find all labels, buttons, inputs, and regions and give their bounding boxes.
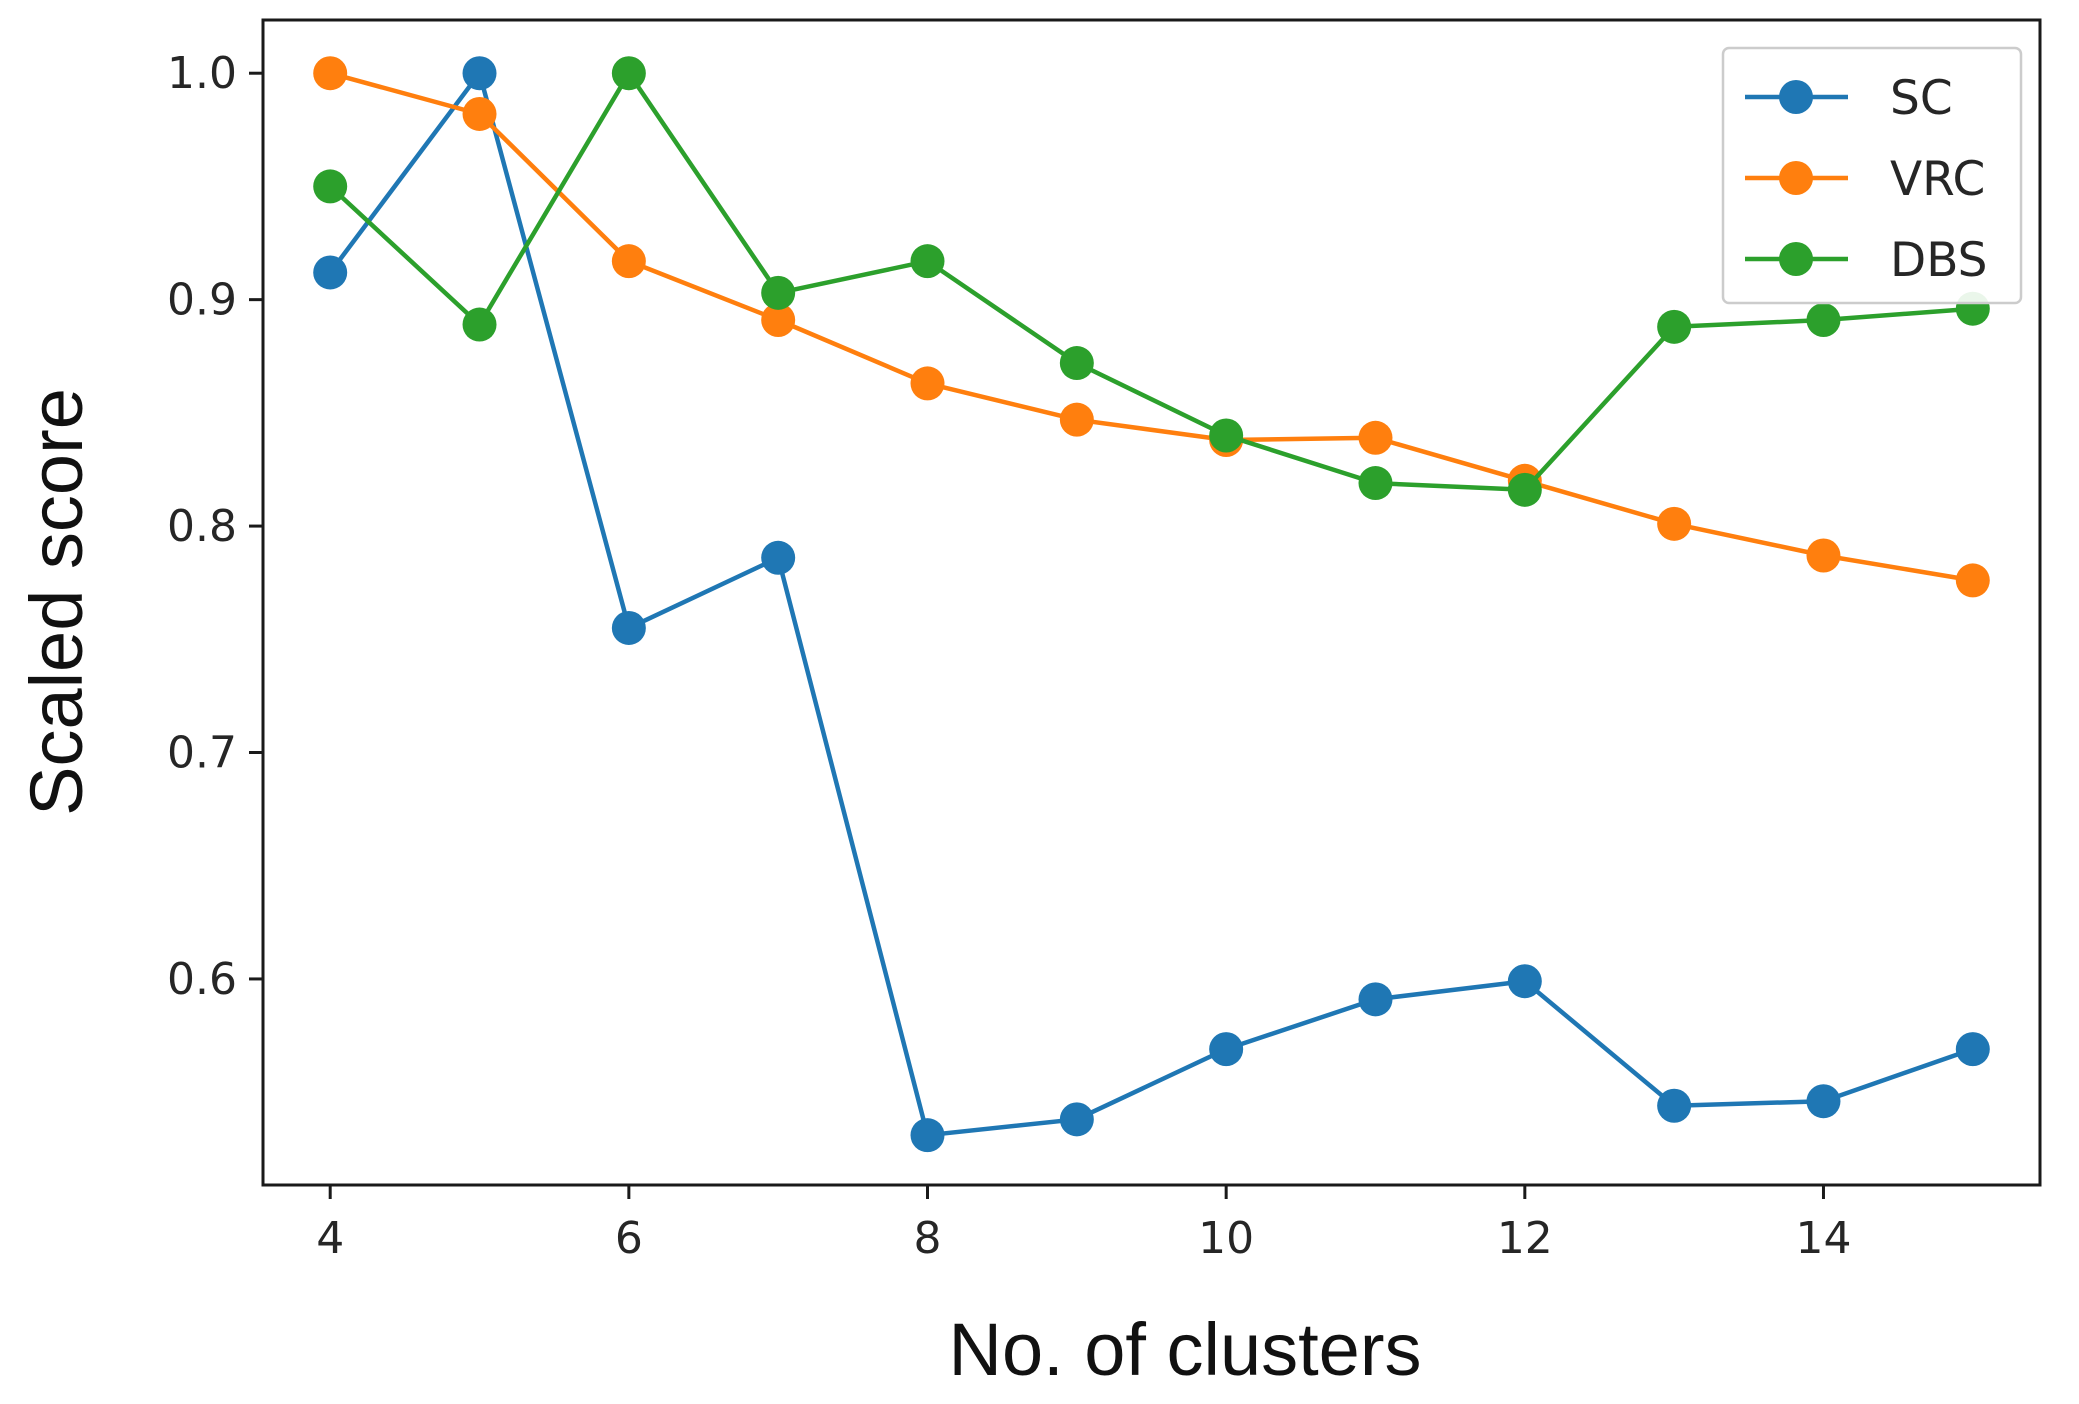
y-tick-label: 0.7 [167, 728, 237, 779]
data-point-vrc [611, 244, 646, 279]
legend: SC VRC DBS [1721, 46, 2023, 305]
x-tick-label: 6 [615, 1213, 643, 1264]
data-point-sc [761, 540, 796, 575]
x-tick-label: 8 [914, 1213, 942, 1264]
data-point-dbs [1806, 303, 1841, 338]
data-point-vrc [1657, 506, 1692, 541]
data-point-sc [1955, 1032, 1990, 1067]
legend-label-vrc: VRC [1890, 152, 1985, 207]
data-point-sc [1507, 964, 1542, 999]
data-point-sc [1209, 1032, 1244, 1067]
legend-label-dbs: DBS [1890, 233, 1987, 288]
data-point-vrc [462, 96, 497, 131]
data-point-dbs [462, 307, 497, 342]
legend-marker-sc [1779, 80, 1813, 114]
data-point-dbs [611, 56, 646, 91]
y-tick-label: 1.0 [167, 48, 237, 99]
data-point-vrc [1955, 563, 1990, 598]
series-line-vrc [329, 71, 1974, 583]
x-tick-label: 4 [316, 1213, 344, 1264]
x-tick-label: 14 [1795, 1213, 1851, 1264]
data-point-sc [1806, 1084, 1841, 1119]
data-point-dbs [910, 244, 945, 279]
data-point-vrc [910, 366, 945, 401]
data-point-sc [1059, 1102, 1094, 1137]
data-point-sc [1358, 982, 1393, 1017]
x-axis-label: No. of clusters [949, 1308, 1422, 1391]
data-point-sc [462, 56, 497, 91]
series-layer [313, 56, 1990, 1153]
data-point-dbs [313, 169, 348, 204]
data-point-sc [1657, 1088, 1692, 1123]
y-tick-label: 0.8 [167, 501, 237, 552]
data-point-dbs [1209, 418, 1244, 453]
legend-marker-dbs [1779, 242, 1813, 276]
y-tick-label: 0.9 [167, 275, 237, 326]
y-axis-label: Scaled score [15, 388, 98, 816]
x-axis-ticks: 4 6 8 10 12 14 [316, 1185, 1851, 1264]
data-point-dbs [1507, 472, 1542, 507]
y-tick-label: 0.6 [167, 954, 237, 1005]
plot-frame [261, 18, 2042, 1187]
data-point-dbs [761, 275, 796, 310]
legend-marker-vrc [1779, 161, 1813, 195]
x-tick-label: 10 [1198, 1213, 1254, 1264]
y-axis-ticks: 0.6 0.7 0.8 0.9 1.0 [167, 48, 263, 1005]
x-tick-label: 12 [1497, 1213, 1553, 1264]
data-point-sc [611, 610, 646, 645]
data-point-vrc [1358, 420, 1393, 455]
series-line-sc [328, 70, 1974, 1138]
data-point-dbs [1059, 346, 1094, 381]
data-point-sc [313, 255, 348, 290]
data-point-vrc [1806, 538, 1841, 573]
series-line-dbs [328, 70, 1973, 493]
data-point-dbs [1358, 466, 1393, 501]
data-point-dbs [1657, 309, 1692, 344]
data-point-vrc [761, 303, 796, 338]
data-point-vrc [1059, 402, 1094, 437]
data-point-sc [910, 1118, 945, 1153]
data-point-vrc [313, 56, 348, 91]
legend-label-sc: SC [1890, 71, 1953, 126]
